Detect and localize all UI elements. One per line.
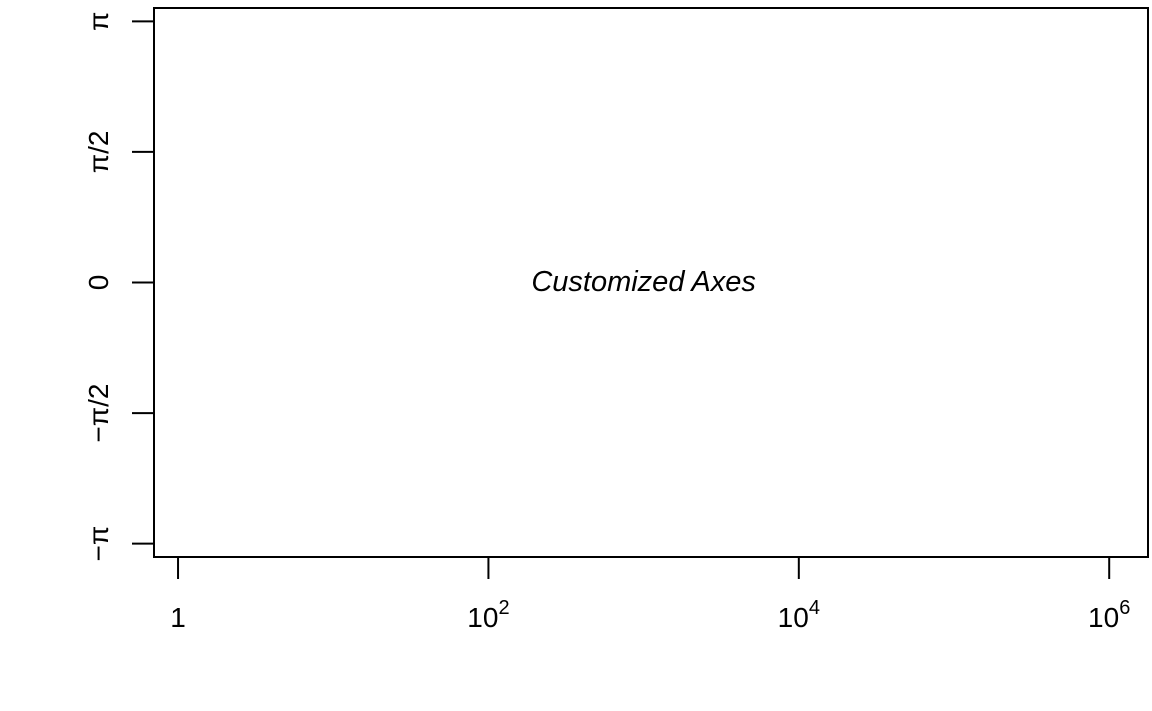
- y-tick-label: −π/2: [83, 384, 114, 443]
- x-tick-label-base: 10: [778, 602, 809, 633]
- plot-frame: [153, 7, 1149, 558]
- x-tick-label-base: 10: [1088, 602, 1119, 633]
- y-tick-label: π/2: [83, 131, 114, 174]
- chart-annotation: Customized Axes: [531, 266, 756, 298]
- x-tick-label-exponent: 4: [809, 597, 820, 619]
- x-tick-label-exponent: 6: [1119, 597, 1130, 619]
- x-tick-label-exponent: 2: [498, 597, 509, 619]
- y-tick-label: π: [83, 12, 114, 31]
- y-tick-label: −π: [83, 526, 114, 562]
- x-tick-label: 106: [1088, 597, 1130, 633]
- x-tick-label: 104: [778, 597, 820, 633]
- x-tick-label-base: 1: [170, 602, 186, 633]
- y-axis: −π −π/2 0 π/2 π: [83, 12, 155, 562]
- x-tick-label: 1: [170, 602, 186, 633]
- x-tick-label: 102: [467, 597, 509, 633]
- x-tick-label-base: 10: [467, 602, 498, 633]
- y-tick-label: 0: [83, 275, 114, 291]
